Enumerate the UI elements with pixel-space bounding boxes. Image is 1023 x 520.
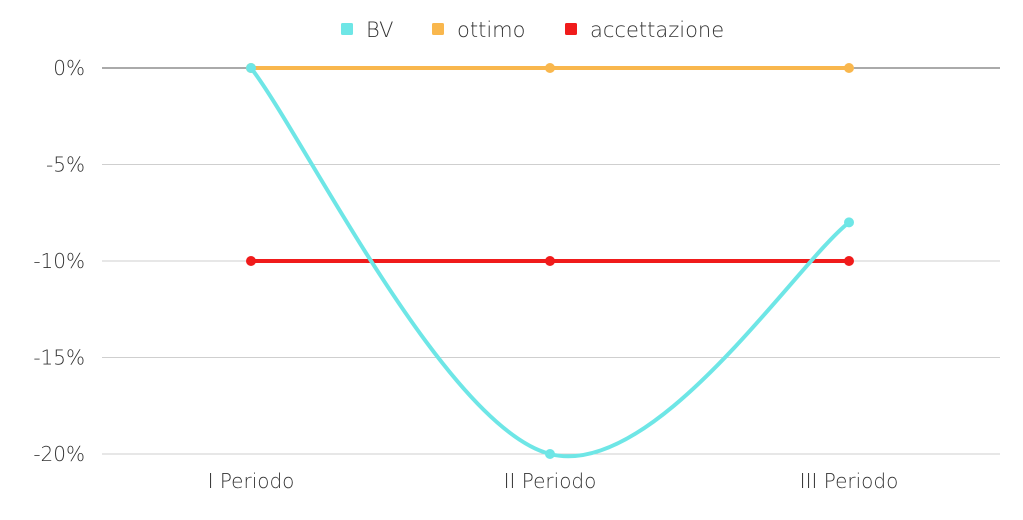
data-point: [246, 63, 256, 73]
y-tick-label: -20%: [33, 442, 85, 466]
x-tick-label: II Periodo: [504, 469, 597, 493]
x-tick-label: I Periodo: [208, 469, 295, 493]
x-axis-ticks: I Periodo II Periodo III Periodo: [208, 469, 899, 493]
y-axis-ticks: 0% -5% -10% -15% -20%: [33, 56, 85, 466]
legend-label: accettazione: [590, 18, 724, 42]
legend-item: accettazione: [565, 18, 724, 42]
legend-label: BV: [366, 18, 393, 42]
legend-swatch: [565, 23, 577, 35]
series-ottimo: [246, 63, 854, 73]
legend-label: ottimo: [457, 18, 525, 42]
y-tick-label: -15%: [33, 346, 85, 370]
data-point: [545, 449, 555, 459]
legend-swatch: [432, 23, 444, 35]
data-point: [844, 63, 854, 73]
data-point: [844, 256, 854, 266]
legend-swatch: [341, 23, 353, 35]
data-point: [545, 63, 555, 73]
data-point: [545, 256, 555, 266]
data-point: [246, 256, 256, 266]
series: [246, 63, 854, 459]
series-accettazione: [246, 256, 854, 266]
series-bv: [246, 63, 854, 459]
legend: BV ottimo accettazione: [341, 18, 724, 42]
y-tick-label: -10%: [33, 249, 85, 273]
x-tick-label: III Periodo: [800, 469, 899, 493]
y-tick-label: 0%: [53, 56, 85, 80]
y-tick-label: -5%: [46, 153, 85, 177]
legend-item: ottimo: [432, 18, 525, 42]
legend-item: BV: [341, 18, 393, 42]
data-point: [844, 217, 854, 228]
